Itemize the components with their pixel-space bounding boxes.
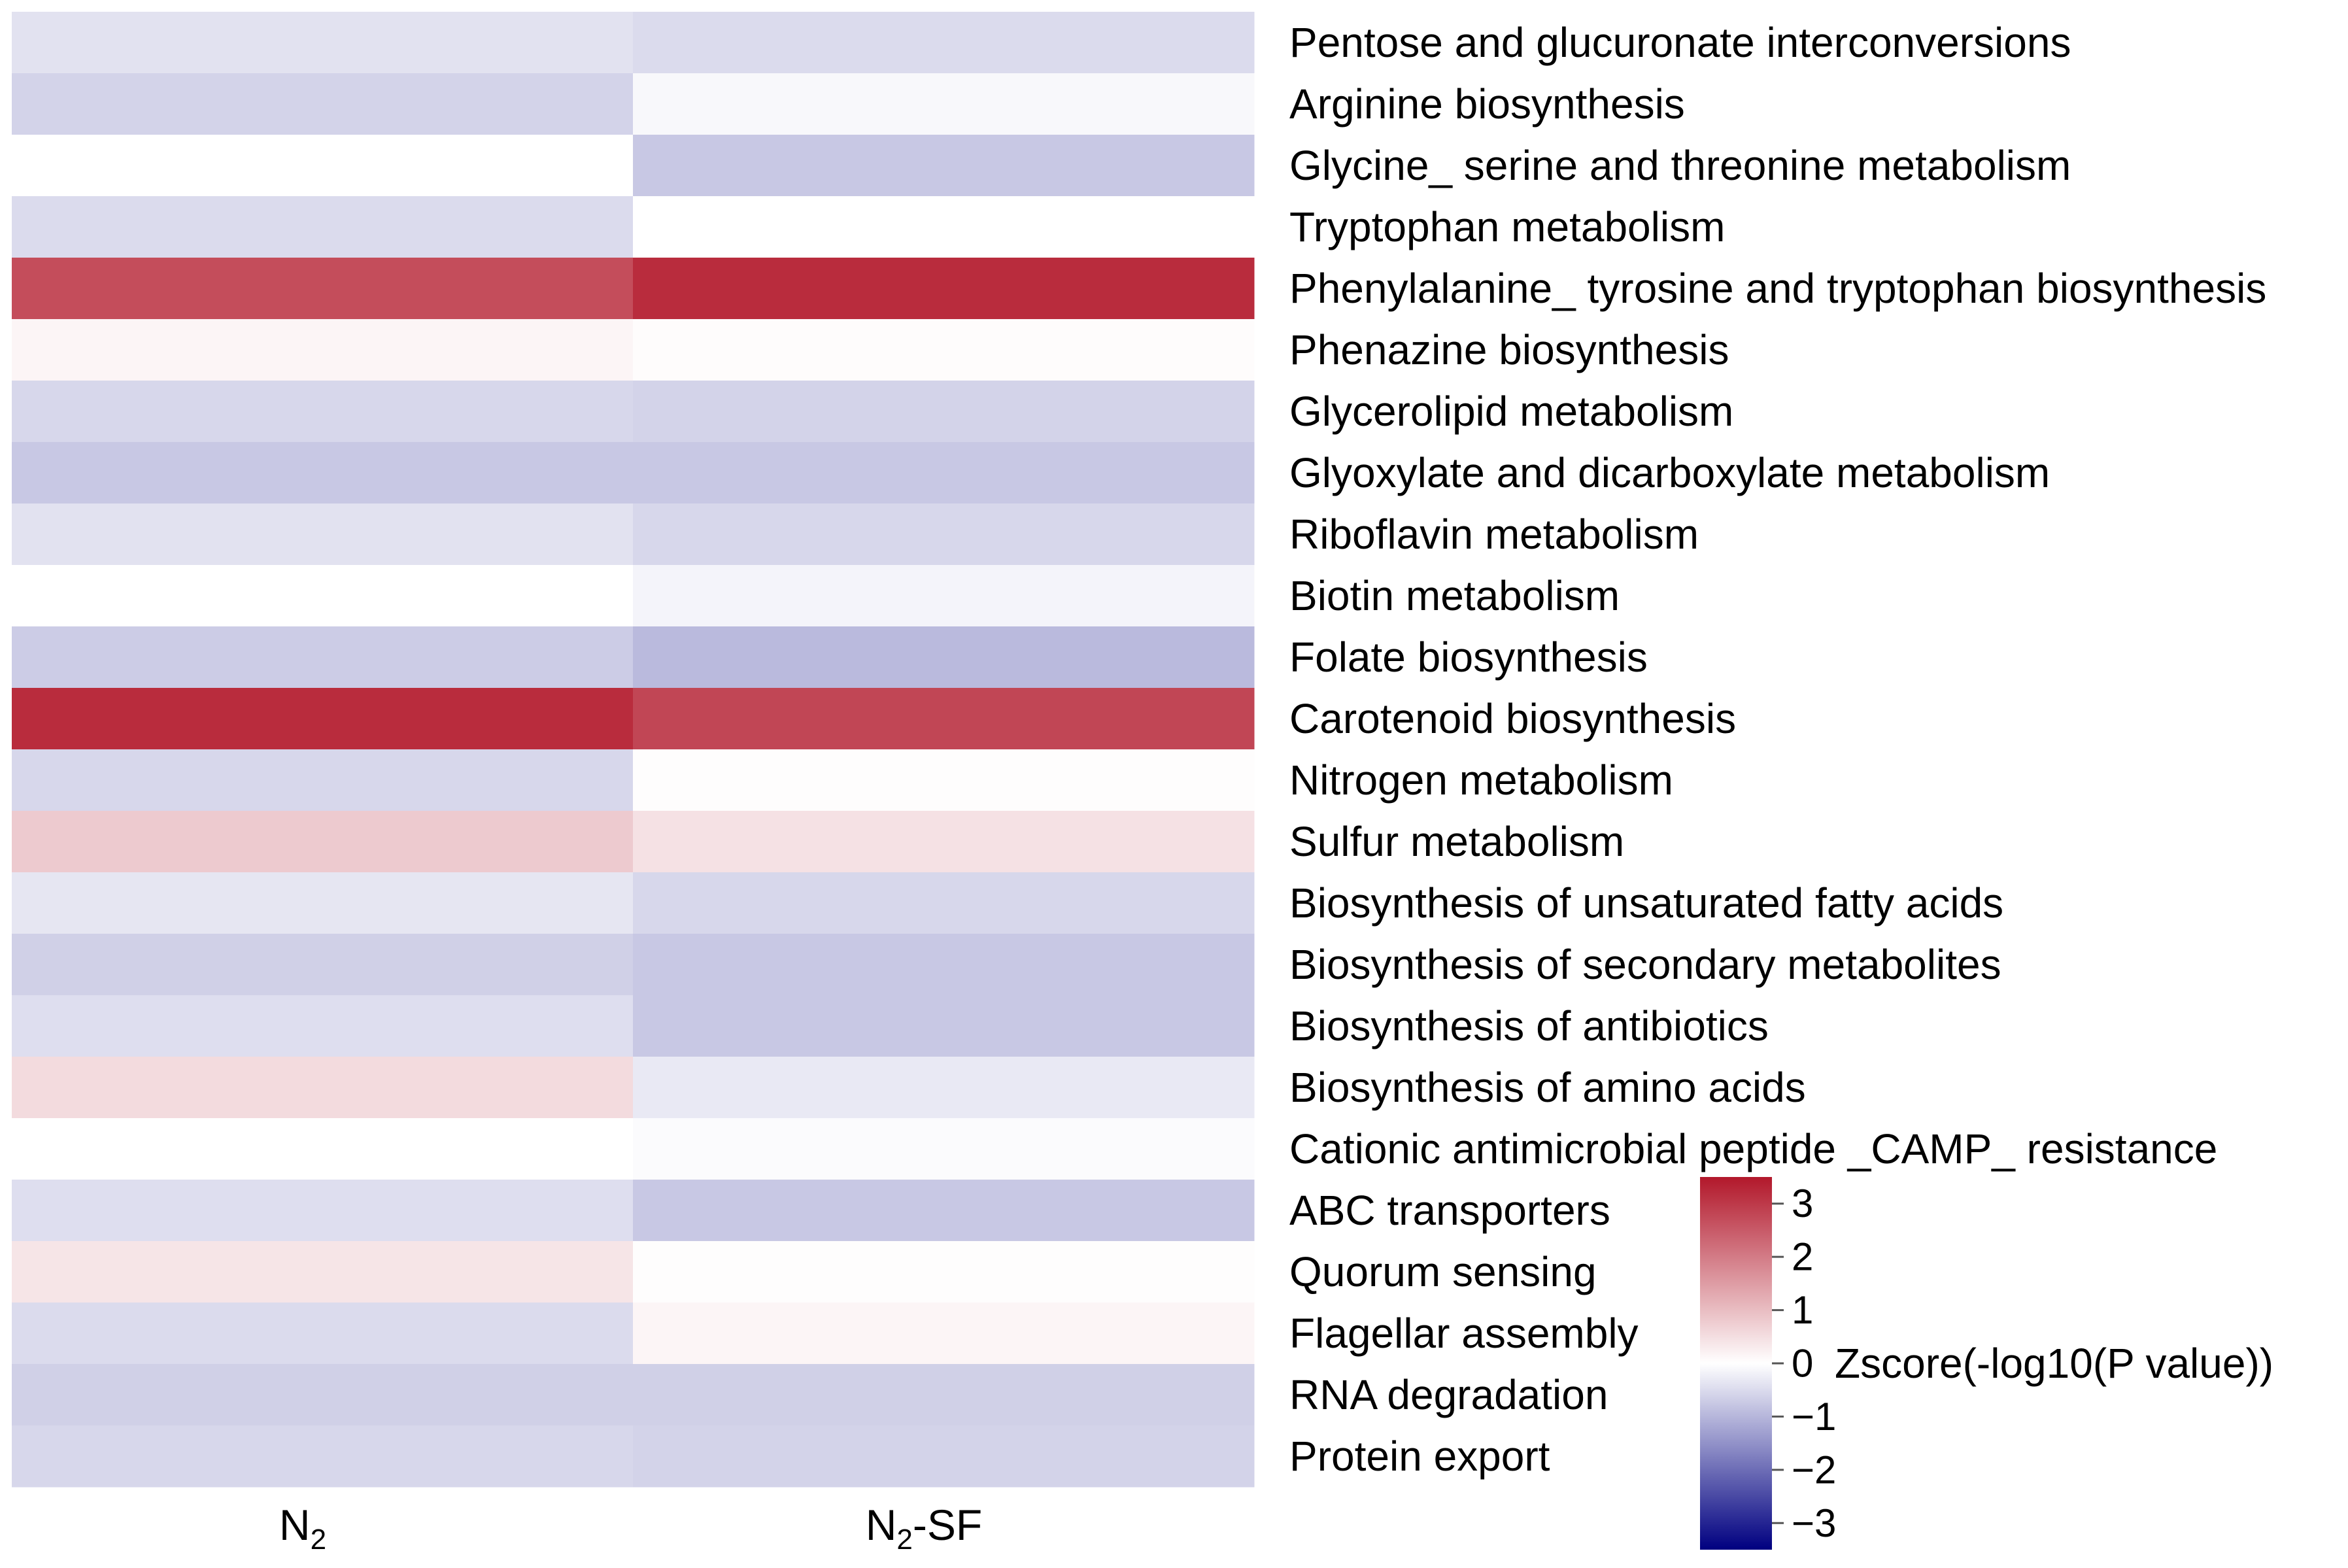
heatmap-cell: [12, 503, 634, 566]
row-label: Glycerolipid metabolism: [1289, 388, 1733, 435]
heatmap-cell: [633, 1241, 1255, 1303]
heatmap-cell: [633, 626, 1255, 689]
heatmap-cell: [12, 626, 634, 689]
heatmap-cell: [12, 1118, 634, 1180]
row-label: Biosynthesis of antibiotics: [1289, 1002, 1769, 1049]
legend-tick-label: 1: [1792, 1288, 1813, 1332]
legend-tick-label: −3: [1792, 1501, 1836, 1545]
legend-color-bar: [1700, 1177, 1772, 1550]
legend-tick-label: −1: [1792, 1395, 1836, 1439]
heatmap-cell: [633, 1180, 1255, 1242]
column-labels: N2 N2-SF: [279, 1501, 982, 1556]
heatmap-cell: [633, 1303, 1255, 1365]
heatmap-cell: [633, 565, 1255, 627]
row-label: Biosynthesis of unsaturated fatty acids: [1289, 879, 2003, 927]
heatmap-cell: [633, 12, 1255, 74]
row-label: Folate biosynthesis: [1289, 634, 1648, 681]
row-label: Glyoxylate and dicarboxylate metabolism: [1289, 449, 2050, 496]
row-label: Biosynthesis of secondary metabolites: [1289, 941, 2001, 988]
legend-tick-label: 0: [1792, 1342, 1813, 1386]
heatmap-cell: [633, 995, 1255, 1057]
heatmap-cell: [633, 1118, 1255, 1180]
heatmap-cell: [12, 1303, 634, 1365]
heatmap-cell: [12, 73, 634, 135]
row-label: Biosynthesis of amino acids: [1289, 1064, 1806, 1111]
row-label: Biotin metabolism: [1289, 572, 1620, 619]
heatmap-cell: [12, 12, 634, 74]
legend-tick-label: 2: [1792, 1235, 1813, 1279]
row-label: Glycine_ serine and threonine metabolism: [1289, 142, 2071, 189]
heatmap-cell: [12, 258, 634, 320]
heatmap-cell: [12, 196, 634, 258]
legend-tick-label: −2: [1792, 1448, 1836, 1491]
heatmap-cell: [633, 811, 1255, 873]
row-label: Flagellar assembly: [1289, 1310, 1639, 1357]
heatmap-cell: [633, 135, 1255, 197]
heatmap-cell: [633, 73, 1255, 135]
row-label: Carotenoid biosynthesis: [1289, 695, 1736, 742]
heatmap-cell: [12, 1180, 634, 1242]
heatmap-cell: [633, 872, 1255, 934]
heatmap-cell: [633, 319, 1255, 381]
row-label: Pentose and glucuronate interconversions: [1289, 19, 2071, 66]
heatmap-cell: [12, 381, 634, 443]
legend-title: Zscore(-log10(P value)): [1835, 1340, 2273, 1387]
row-label: RNA degradation: [1289, 1371, 1608, 1418]
heatmap-cell: [12, 319, 634, 381]
heatmap-cell: [633, 196, 1255, 258]
column-label: N2: [279, 1501, 326, 1556]
heatmap-cell: [633, 1425, 1255, 1488]
row-label: Sulfur metabolism: [1289, 818, 1624, 865]
heatmap-cell: [633, 1364, 1255, 1426]
heatmap-cell: [12, 1241, 634, 1303]
heatmap-cell: [12, 995, 634, 1057]
row-label: Nitrogen metabolism: [1289, 757, 1673, 804]
heatmap-cell: [633, 934, 1255, 996]
heatmap-cell: [12, 1057, 634, 1119]
color-legend: 3 2 1 0 −1 −2 −3 Zscore(-log10(P value)): [1700, 1177, 2273, 1550]
heatmap-cell: [12, 811, 634, 873]
row-label: Riboflavin metabolism: [1289, 511, 1699, 558]
heatmap-cell: [12, 135, 634, 197]
heatmap-cell: [633, 442, 1255, 504]
heatmap-cell: [633, 688, 1255, 750]
row-label: ABC transporters: [1289, 1187, 1610, 1234]
row-label: Arginine biosynthesis: [1289, 80, 1685, 128]
heatmap-cell: [12, 442, 634, 504]
heatmap-cell: [12, 565, 634, 627]
heatmap-cell: [633, 258, 1255, 320]
row-label: Cationic antimicrobial peptide _CAMP_ re…: [1289, 1125, 2217, 1172]
heatmap-cell: [12, 749, 634, 811]
legend-tick-label: 3: [1792, 1182, 1813, 1225]
heatmap-cell: [12, 688, 634, 750]
heatmap-cell: [12, 1425, 634, 1488]
row-label: Phenazine biosynthesis: [1289, 326, 1729, 373]
row-label: Protein export: [1289, 1433, 1550, 1480]
row-label: Quorum sensing: [1289, 1248, 1597, 1295]
heatmap-cell: [12, 872, 634, 934]
heatmap-cell: [633, 1057, 1255, 1119]
heatmap-cell: [12, 1364, 634, 1426]
column-label: N2-SF: [866, 1501, 982, 1556]
row-label: Tryptophan metabolism: [1289, 203, 1725, 250]
row-label: Phenylalanine_ tyrosine and tryptophan b…: [1289, 265, 2266, 312]
heatmap-cell: [12, 934, 634, 996]
heatmap-cell: [633, 749, 1255, 811]
heatmap-cell: [633, 381, 1255, 443]
heatmap-cell: [633, 503, 1255, 566]
heatmap-cells: [12, 12, 1255, 1488]
row-labels: Pentose and glucuronate interconversions…: [1289, 19, 2266, 1480]
